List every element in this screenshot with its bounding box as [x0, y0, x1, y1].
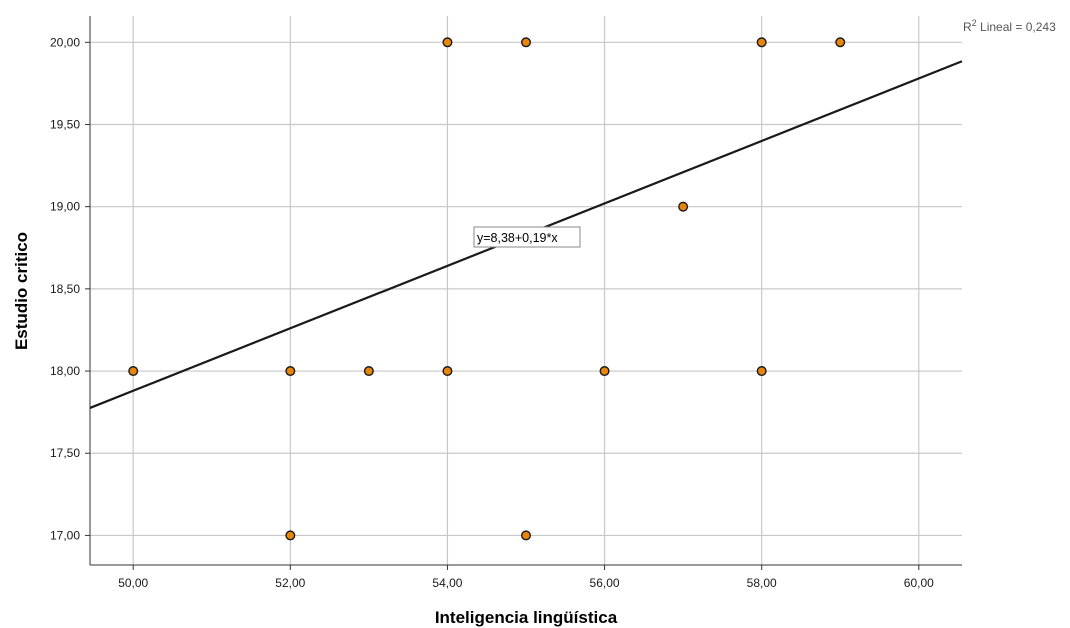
y-axis-title: Estudio critico: [12, 232, 31, 350]
data-point: [285, 366, 296, 377]
data-point: [363, 366, 374, 377]
data-point: [835, 37, 846, 48]
data-point: [128, 366, 139, 377]
tick-labels: 50,00 52,00 54,00 56,00 58,00 60,00 17,00 17,50…: [50, 35, 934, 590]
r2-annotation: R2 Lineal = 0,243: [963, 18, 1056, 34]
y-tick-label: 19,00: [50, 200, 80, 214]
x-tick-label: 60,00: [904, 576, 934, 590]
data-point: [756, 366, 767, 377]
x-tick-label: 50,00: [118, 576, 148, 590]
svg-text:R2 Lineal = 0,243: R2 Lineal = 0,243: [963, 18, 1056, 34]
data-point: [442, 366, 453, 377]
y-tick-label: 17,00: [50, 528, 80, 542]
equation-label: y=8,38+0,19*x: [473, 226, 581, 248]
x-tick-label: 56,00: [590, 576, 620, 590]
x-axis-title: Inteligencia lingüística: [435, 608, 618, 627]
equation-box: [473, 226, 581, 248]
y-tick-label: 18,50: [50, 282, 80, 296]
data-point: [285, 530, 296, 541]
data-point: [599, 366, 610, 377]
data-points: [128, 37, 846, 541]
data-point: [678, 201, 689, 212]
data-point: [521, 530, 532, 541]
y-tick-label: 17,50: [50, 446, 80, 460]
data-point: [521, 37, 532, 48]
x-tick-label: 54,00: [432, 576, 462, 590]
r2-prefix: R: [963, 20, 972, 34]
y-tick-label: 18,00: [50, 364, 80, 378]
axes: [85, 16, 962, 570]
equation-text: y=8,38+0,19*x: [477, 231, 558, 245]
y-tick-label: 20,00: [50, 35, 80, 49]
x-tick-label: 58,00: [747, 576, 777, 590]
data-point: [442, 37, 453, 48]
y-tick-label: 19,50: [50, 117, 80, 131]
data-point: [756, 37, 767, 48]
r2-text: Lineal = 0,243: [977, 20, 1056, 34]
r2-superscript: 2: [972, 18, 977, 28]
grid-lines: [90, 16, 962, 565]
x-tick-label: 52,00: [275, 576, 305, 590]
